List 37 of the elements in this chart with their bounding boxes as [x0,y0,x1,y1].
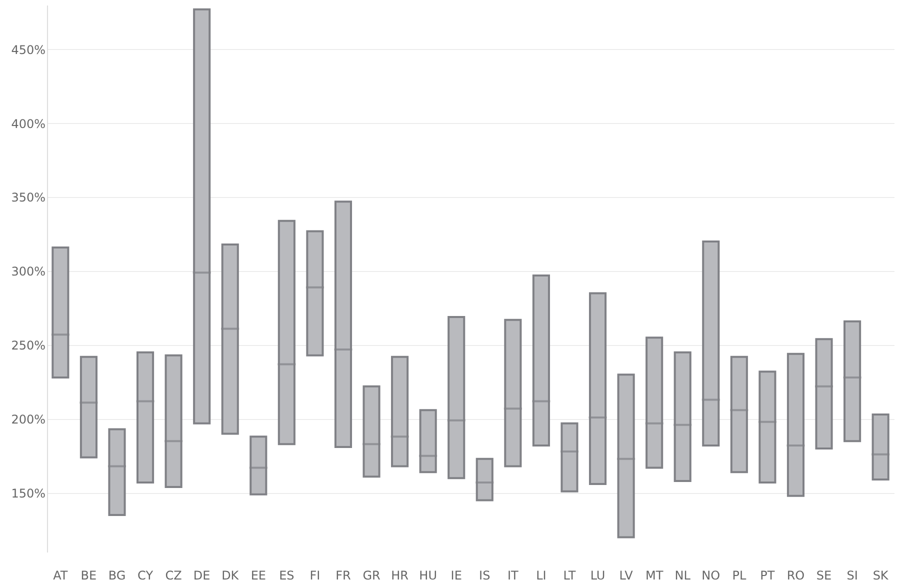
x-tick-label: FI [310,568,320,582]
x-tick-label: GR [362,568,380,582]
x-tick-label: BE [80,568,97,582]
x-tick-label: IS [479,568,490,582]
y-tick-label: 350% [11,190,46,205]
y-tick-label: 400% [11,116,46,131]
x-tick-label: SK [872,568,890,582]
x-tick-label: EE [250,568,266,582]
x-tick-label: HU [419,568,437,582]
x-tick-label: IT [507,568,520,582]
x-tick-label: NL [674,568,691,582]
x-tick-label: CZ [165,568,182,582]
x-tick-label: NO [702,568,720,582]
x-tick-label: LU [590,568,606,582]
x-tick-label: LT [563,568,576,582]
y-tick-label: 200% [11,412,46,426]
x-tick-label: ES [279,568,294,582]
x-tick-label: IE [450,568,462,582]
y-tick-label: 300% [11,264,46,279]
x-tick-label: MT [645,568,664,582]
x-tick-label: SE [816,568,832,582]
x-tick-label: AT [53,568,68,582]
y-tick-label: 450% [11,42,46,57]
x-tick-label: LI [536,568,546,582]
x-tick-label: FR [336,568,351,582]
x-tick-label: DK [222,568,240,582]
x-tick-label: PL [732,568,746,582]
x-tick-label: BG [108,568,126,582]
y-tick-label: 150% [11,486,46,500]
x-tick-label: RO [786,568,805,582]
x-tick-label: HR [391,568,408,582]
x-tick-label: CY [138,568,154,582]
y-tick-label: 250% [11,338,46,353]
x-tick-label: LV [619,568,634,582]
x-tick-label: SI [846,568,858,582]
x-tick-label: DE [193,568,210,582]
x-tick-label: PT [760,568,776,582]
